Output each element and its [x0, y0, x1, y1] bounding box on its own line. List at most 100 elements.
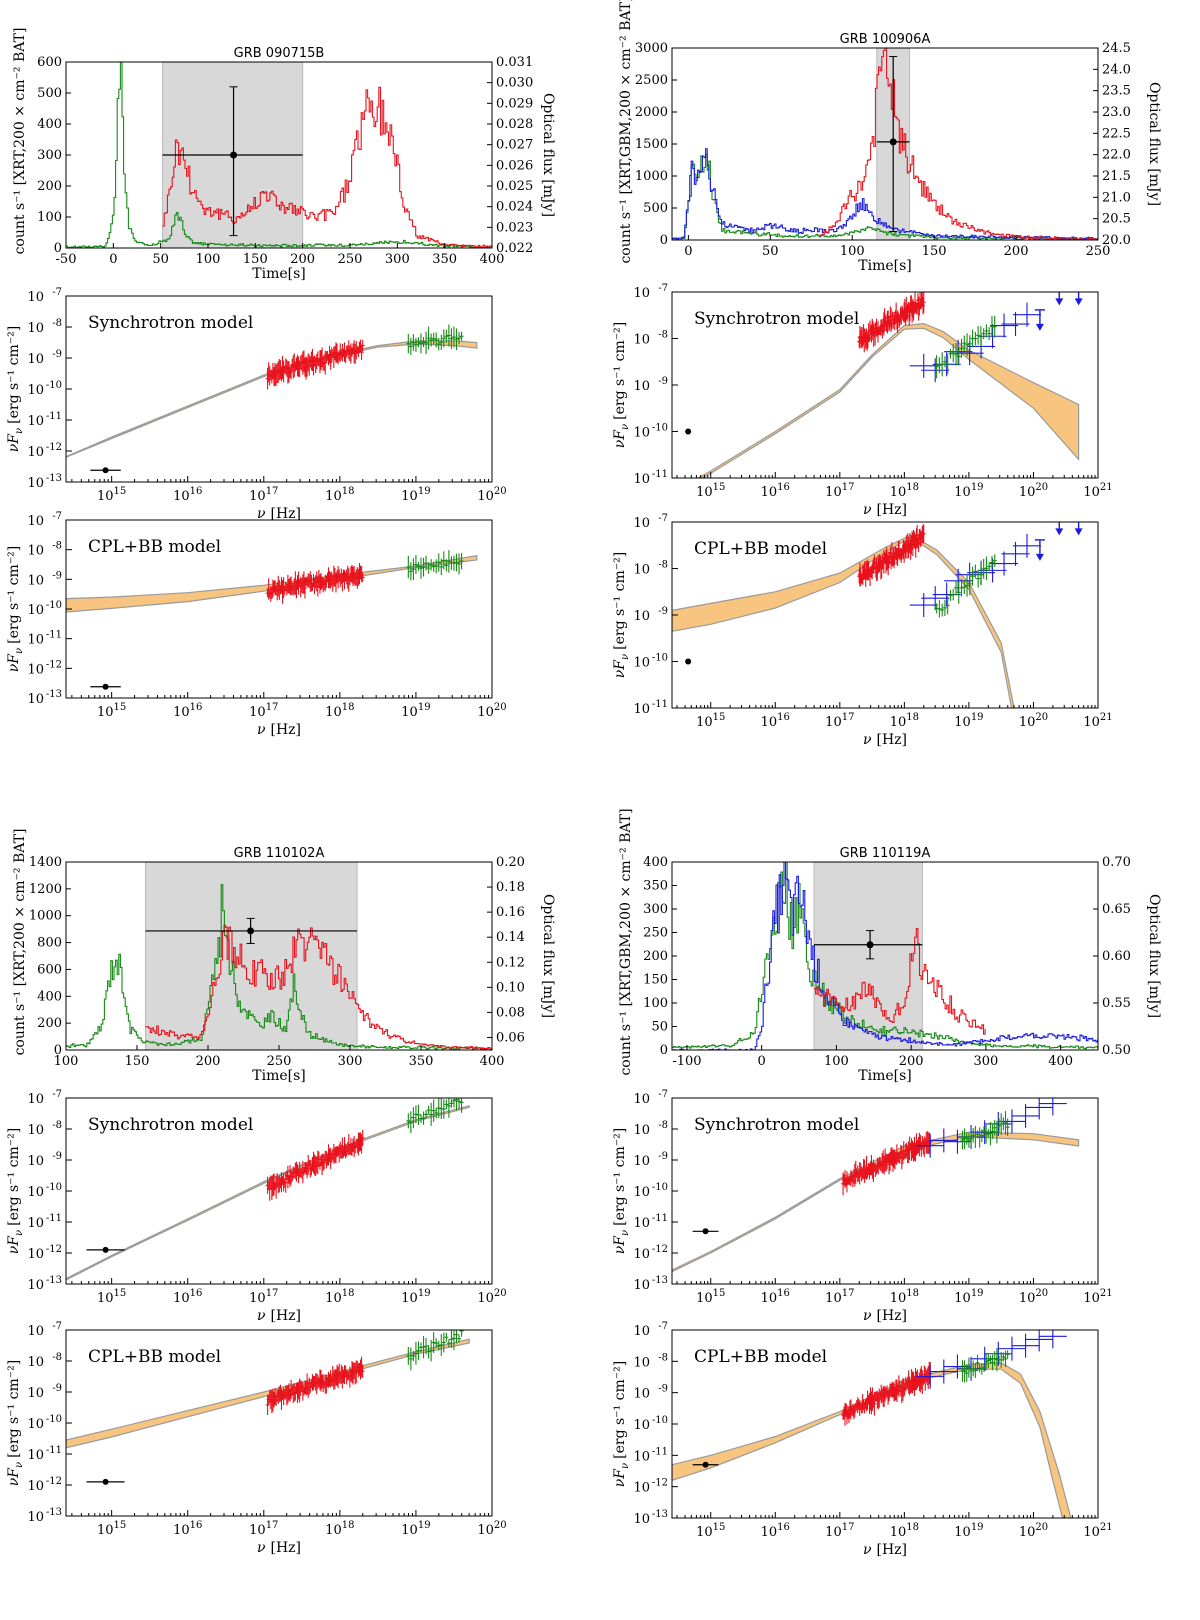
y-axis-symbol: νF: [6, 433, 22, 453]
tick-exp: -8: [52, 541, 62, 552]
x-tick-label: 1019: [401, 702, 430, 720]
tick-base: 10: [633, 1355, 650, 1370]
y-tick-label: 1200: [29, 882, 62, 897]
y-tick-label: 10 -13: [27, 689, 62, 707]
tick-exp: -7: [658, 513, 668, 524]
y-axis-symbol: νF: [612, 659, 628, 679]
y-tick-label: 200: [643, 949, 668, 964]
tick-base: 10: [27, 352, 44, 367]
y-axis-unit: [erg s⁻¹ cm⁻²]: [612, 1361, 628, 1459]
x-tick-label: 0: [684, 244, 692, 259]
y2-axis-label: Optical flux [mJy]: [540, 894, 556, 1018]
y-axis-label: νFν [erg s⁻¹ cm⁻²]: [612, 1128, 631, 1254]
tick-exp: -10: [652, 1182, 668, 1193]
y-axis-sub: ν: [14, 648, 25, 654]
tick-exp: -11: [46, 1213, 62, 1224]
x-tick-label: 300: [338, 1054, 363, 1069]
model-band: [697, 322, 1080, 478]
tick-base: 10: [27, 414, 44, 429]
y2-tick-label: 0.55: [1102, 996, 1131, 1011]
tick-base: 10: [1083, 485, 1100, 500]
tick-exp: 15: [114, 1520, 127, 1531]
tick-exp: 15: [114, 486, 127, 497]
x-tick-label: 1020: [477, 486, 506, 504]
tick-base: 10: [633, 1247, 650, 1262]
x-tick-label: -50: [56, 252, 77, 267]
y2-tick-label: 20.5: [1102, 212, 1131, 227]
x-tick-label: 100: [840, 244, 865, 259]
tick-exp: 16: [190, 1288, 203, 1299]
x-axis-label: Time[s]: [858, 258, 911, 274]
y2-tick-label: 24.0: [1102, 62, 1131, 77]
y2-tick-label: 21.5: [1102, 169, 1131, 184]
y2-tick-label: 0.022: [496, 241, 533, 256]
x-tick-label: 350: [432, 252, 457, 267]
y2-tick-label: 22.0: [1102, 148, 1131, 163]
x-axis-symbol: ν: [257, 722, 266, 738]
y-axis-unit: [erg s⁻¹ cm⁻²]: [612, 1128, 628, 1226]
y-tick-label: 10 -8: [633, 560, 668, 578]
y-tick-label: 10 -8: [27, 1352, 62, 1370]
tick-exp: 20: [494, 486, 507, 497]
x-tick-label: 1015: [97, 486, 126, 504]
x-tick-label: 1015: [696, 712, 725, 730]
y-tick-label: 10 -9: [633, 606, 668, 624]
tick-exp: -7: [658, 1089, 668, 1100]
model-band: [66, 340, 478, 458]
tick-exp: 18: [342, 486, 355, 497]
tick-base: 10: [27, 321, 44, 336]
x-tick-label: 1021: [1083, 482, 1112, 500]
y-axis-unit: [erg s⁻¹ cm⁻²]: [6, 1360, 22, 1458]
x-tick-label: 1016: [173, 1520, 202, 1538]
x-tick-label: 1020: [477, 1520, 506, 1538]
tick-base: 10: [27, 662, 44, 677]
x-tick-label: 1017: [825, 712, 854, 730]
tick-exp: 19: [418, 1520, 431, 1531]
y2-tick-label: 0.031: [496, 55, 533, 70]
tick-base: 10: [477, 705, 494, 720]
optical-point: [102, 683, 109, 690]
y-axis-label: νFν [erg s⁻¹ cm⁻²]: [612, 552, 631, 678]
tick-base: 10: [27, 1123, 44, 1138]
sed-syn_110119A: 1015 1016 1017 1018 1019 1020 102110-1310-1210…: [612, 1089, 1113, 1324]
y-tick-label: 2000: [635, 105, 668, 120]
tick-exp: 17: [842, 1288, 855, 1299]
plot-area: [66, 1330, 470, 1485]
x-axis-symbol: ν: [257, 506, 266, 522]
tick-exp: -12: [46, 442, 62, 453]
y-tick-label: 10 -11: [27, 1213, 62, 1231]
x-tick-label: 1019: [954, 482, 983, 500]
tick-base: 10: [97, 1291, 114, 1306]
tick-exp: -13: [46, 689, 62, 700]
tick-base: 10: [401, 489, 418, 504]
tick-base: 10: [954, 485, 971, 500]
series-xrt-line: [819, 47, 1098, 241]
tick-base: 10: [27, 1386, 44, 1401]
y2-tick-label: 0.14: [496, 930, 525, 945]
y-tick-label: 10 -9: [633, 376, 668, 394]
x-tick-label: -100: [672, 1054, 701, 1069]
y-tick-label: 10 -8: [27, 318, 62, 336]
x-axis-label: ν [Hz]: [863, 502, 907, 518]
y-tick-label: 10 -13: [633, 1275, 668, 1293]
tick-base: 10: [27, 1448, 44, 1463]
y-tick-label: 10 -12: [27, 1476, 62, 1494]
y2-tick-label: 0.024: [496, 200, 533, 215]
x-axis-label: Time[s]: [252, 1068, 305, 1084]
y-tick-label: 2500: [635, 73, 668, 88]
tick-exp: 20: [1035, 1288, 1048, 1299]
tick-base: 10: [633, 1123, 650, 1138]
tick-base: 10: [27, 573, 44, 588]
tick-exp: -12: [46, 659, 62, 670]
y-tick-label: 600: [37, 962, 62, 977]
y-tick-label: 10 -9: [27, 1151, 62, 1169]
y-axis-label: count s⁻¹ [XRT,GBM,200 × cm⁻² BAT]: [618, 0, 634, 264]
y-axis-sub: ν: [620, 424, 631, 430]
tick-exp: 16: [777, 482, 790, 493]
tick-base: 10: [696, 715, 713, 730]
tick-base: 10: [173, 1291, 190, 1306]
y-tick-label: 0: [54, 241, 62, 256]
tick-base: 10: [954, 1291, 971, 1306]
tick-exp: -10: [46, 600, 62, 611]
x-tick-label: 400: [480, 252, 505, 267]
